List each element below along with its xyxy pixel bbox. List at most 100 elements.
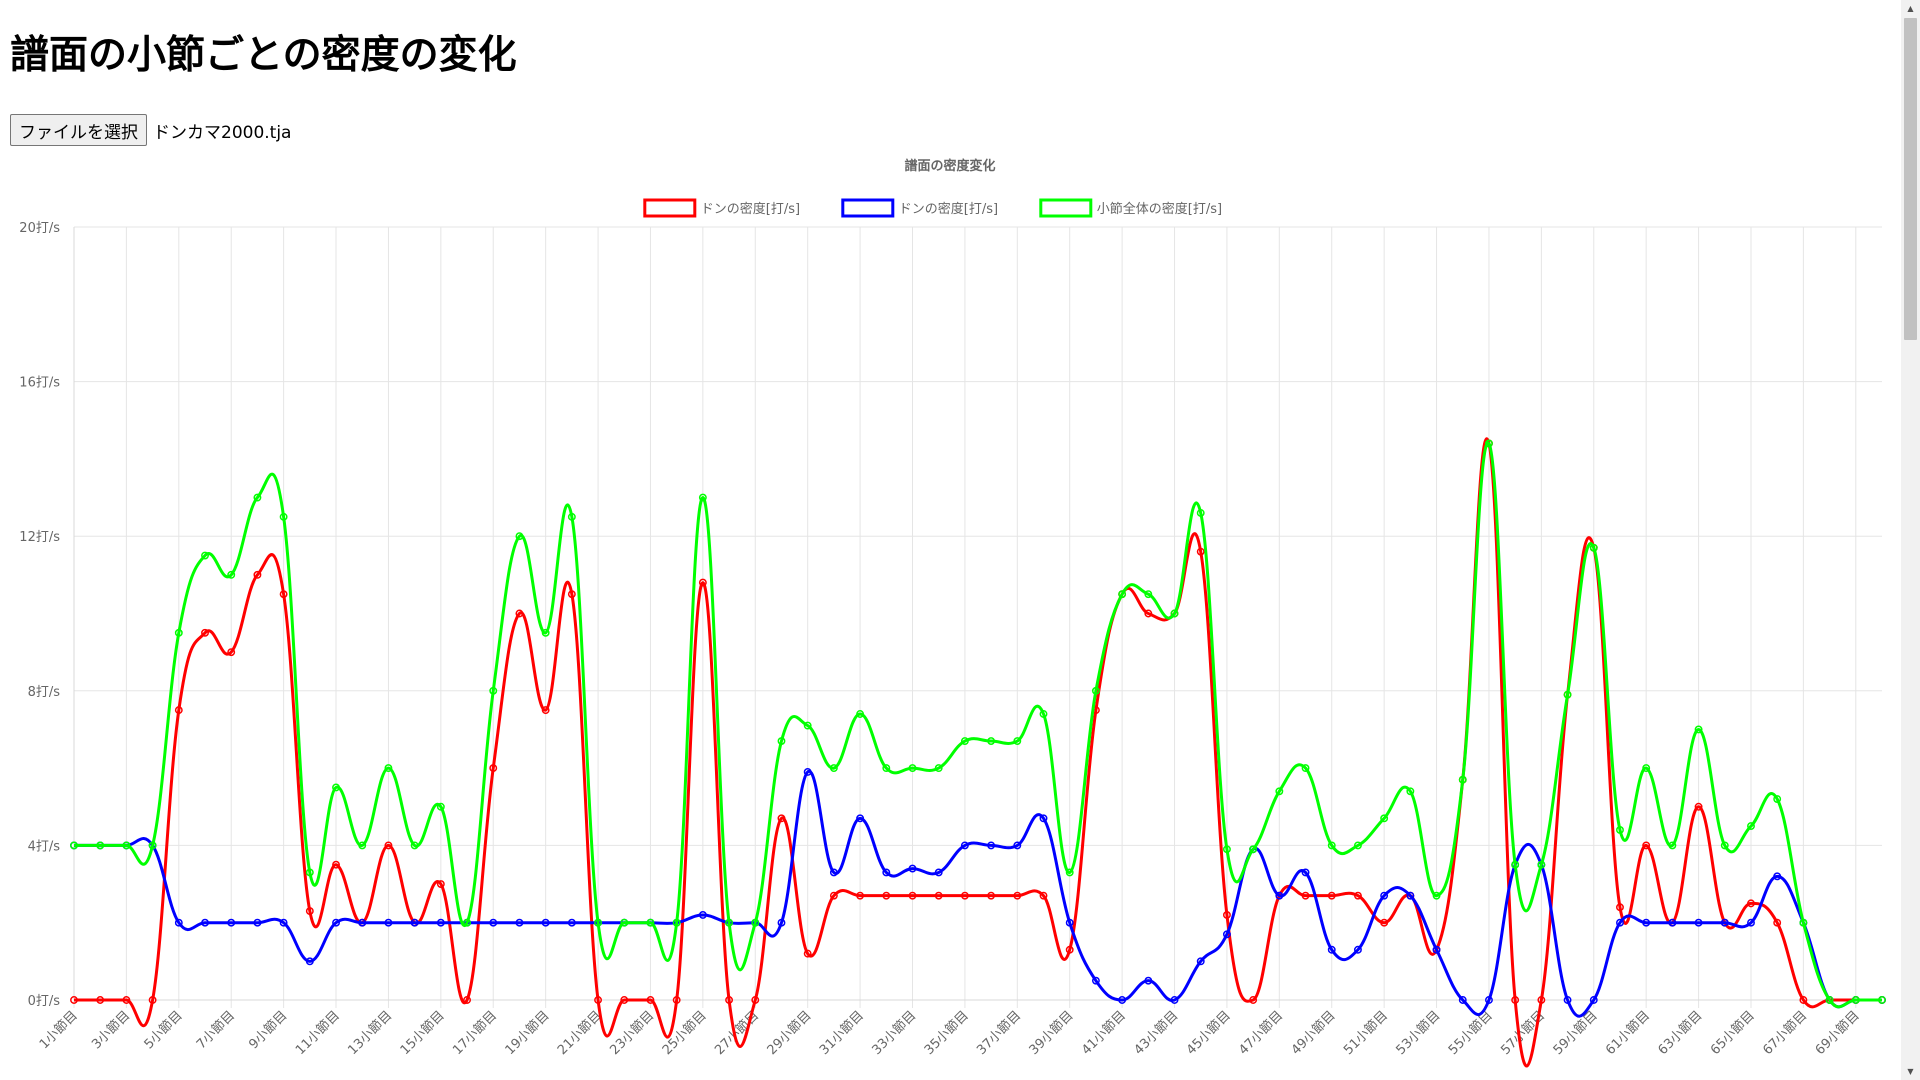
- x-tick-label: 45小節目: [1184, 1008, 1234, 1058]
- data-point: [1878, 996, 1886, 1004]
- data-point: [1380, 814, 1389, 823]
- data-point: [1222, 845, 1231, 854]
- data-point: [358, 841, 367, 850]
- data-point: [1013, 737, 1022, 745]
- data-point: [463, 918, 471, 927]
- x-tick-label: 27小節目: [712, 1008, 762, 1058]
- file-input[interactable]: ファイルを選択 ドンカマ2000.tja: [10, 114, 291, 146]
- data-point: [1799, 918, 1808, 927]
- data-point: [1851, 996, 1860, 1004]
- x-tick-label: 17小節目: [450, 1008, 500, 1058]
- data-point: [672, 918, 681, 927]
- data-point: [882, 764, 891, 773]
- data-point: [1301, 764, 1310, 773]
- data-point: [1196, 509, 1205, 517]
- legend-swatch: [841, 198, 895, 218]
- choose-file-button[interactable]: ファイルを選択: [10, 114, 147, 146]
- legend-label: ドンの密度[打/s]: [899, 201, 998, 217]
- data-point: [174, 918, 183, 927]
- data-point: [1511, 860, 1520, 869]
- data-point: [1170, 996, 1179, 1004]
- data-point: [1327, 841, 1336, 850]
- scroll-down-arrow-icon[interactable]: ▼: [1907, 1067, 1914, 1076]
- series-line: [74, 770, 1882, 1018]
- data-point: [1406, 787, 1415, 796]
- data-point: [620, 996, 629, 1004]
- data-point: [1458, 996, 1467, 1004]
- data-point: [1327, 945, 1336, 954]
- data-point: [1773, 795, 1782, 803]
- data-point: [1589, 996, 1598, 1004]
- data-point: [908, 864, 917, 873]
- x-tick-label: 19小節目: [503, 1008, 553, 1058]
- data-point: [1406, 891, 1415, 900]
- data-point: [646, 918, 655, 927]
- data-point: [1563, 690, 1572, 699]
- scroll-up-arrow-icon[interactable]: ▲: [1907, 4, 1914, 13]
- x-axis: 1小節目 3小節目 5小節目 7小節目 9小節目 11小節目 13小節目 15小節目 17小節目…: [37, 1008, 1863, 1058]
- data-point: [541, 628, 550, 637]
- data-point: [1668, 918, 1677, 927]
- y-tick-label: 16打/s: [19, 376, 60, 391]
- y-tick-label: 8打/s: [28, 685, 61, 700]
- vertical-scrollbar[interactable]: ▲ ▼: [1901, 0, 1920, 1080]
- data-point: [279, 590, 288, 599]
- data-point: [803, 721, 812, 730]
- data-point: [567, 512, 576, 521]
- data-point: [227, 918, 236, 927]
- data-point: [201, 918, 209, 927]
- data-point: [1563, 996, 1572, 1004]
- data-point: [1091, 686, 1100, 695]
- x-tick-label: 33小節目: [869, 1008, 919, 1058]
- data-point: [279, 512, 288, 521]
- x-tick-label: 11小節目: [293, 1008, 343, 1058]
- data-point: [908, 764, 917, 773]
- data-point: [1694, 918, 1703, 927]
- x-tick-label: 31小節目: [817, 1008, 867, 1058]
- data-point: [227, 570, 236, 579]
- x-tick-label: 37小節目: [974, 1008, 1024, 1058]
- selected-file-name: ドンカマ2000.tja: [153, 122, 292, 143]
- y-tick-label: 4打/s: [28, 839, 61, 854]
- x-tick-label: 29小節目: [765, 1008, 815, 1058]
- series-0: [70, 437, 1886, 1068]
- data-point: [515, 609, 524, 618]
- x-tick-label: 21小節目: [555, 1008, 605, 1058]
- series-2: [70, 439, 1886, 1009]
- data-point: [384, 841, 393, 850]
- data-point: [1747, 822, 1755, 831]
- data-point: [1616, 825, 1624, 834]
- chart-title: 譜面の密度変化: [904, 158, 995, 174]
- data-point: [987, 737, 996, 745]
- data-point: [1196, 957, 1205, 966]
- data-point: [358, 918, 367, 927]
- x-tick-label: 25小節目: [660, 1008, 710, 1058]
- data-point: [1065, 868, 1074, 877]
- data-point: [698, 911, 707, 919]
- data-point: [725, 996, 734, 1004]
- data-point: [1353, 841, 1362, 850]
- data-point: [332, 918, 340, 927]
- x-tick-label: 63小節目: [1656, 1008, 1706, 1058]
- y-tick-label: 0打/s: [28, 994, 61, 1009]
- data-point: [541, 918, 550, 927]
- data-point: [1799, 996, 1808, 1004]
- data-point: [1537, 996, 1546, 1004]
- data-point: [201, 628, 209, 637]
- data-point: [96, 996, 105, 1004]
- data-point: [1720, 841, 1729, 850]
- data-point: [1327, 891, 1336, 900]
- data-point: [1485, 439, 1493, 448]
- x-tick-label: 41小節目: [1079, 1008, 1129, 1058]
- data-point: [384, 764, 393, 773]
- data-point: [70, 841, 78, 850]
- data-point: [1091, 976, 1100, 985]
- data-point: [1249, 996, 1258, 1004]
- data-point: [856, 814, 865, 823]
- data-point: [1196, 547, 1205, 556]
- data-point: [1694, 802, 1703, 811]
- data-point: [1511, 996, 1520, 1004]
- x-tick-label: 39小節目: [1027, 1008, 1077, 1058]
- x-tick-label: 67小節目: [1760, 1008, 1810, 1058]
- scroll-thumb[interactable]: [1904, 18, 1917, 340]
